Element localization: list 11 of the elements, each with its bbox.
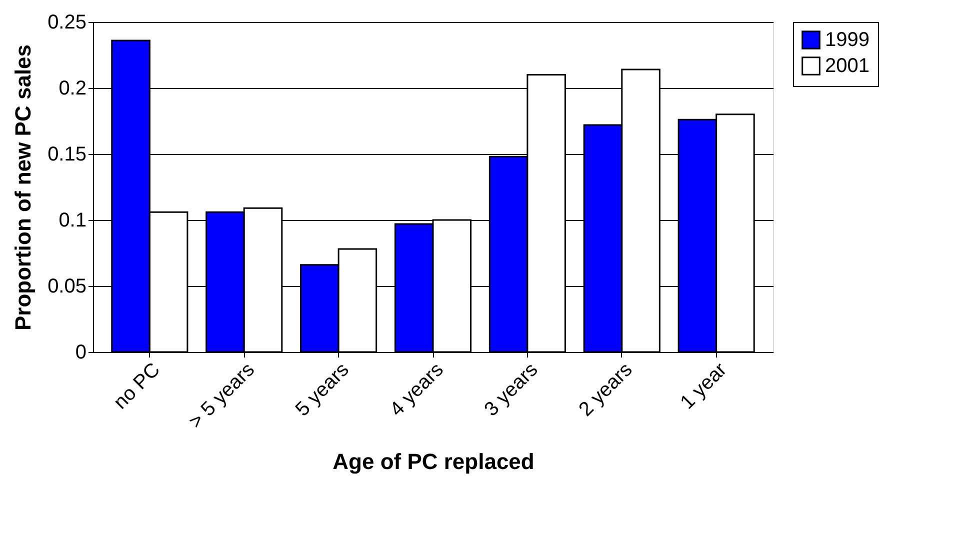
x-axis-title: Age of PC replaced xyxy=(332,449,534,474)
y-tick-label: 0.15 xyxy=(48,144,86,166)
y-axis-title: Proportion of new PC sales xyxy=(10,44,36,331)
y-tick-label: 0 xyxy=(75,342,86,364)
y-tick-label: 0.25 xyxy=(48,12,86,34)
y-tick-label: 0.2 xyxy=(58,78,86,100)
legend-label: 1999 xyxy=(825,29,870,51)
y-tick-label: 0.05 xyxy=(48,276,86,298)
legend-label: 2001 xyxy=(825,55,870,77)
x-tick-label: no PC xyxy=(110,358,165,414)
y-tick-label: 0.1 xyxy=(58,210,86,232)
